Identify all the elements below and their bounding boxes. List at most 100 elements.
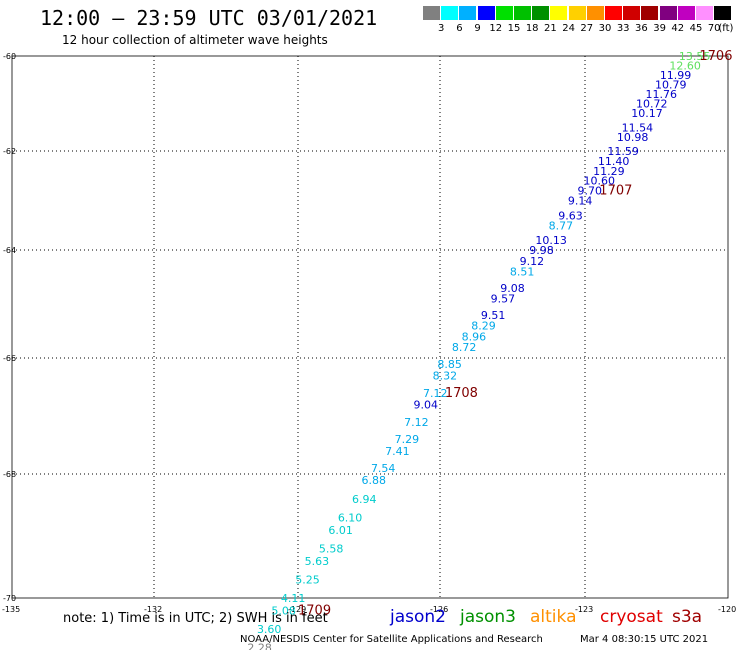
wave-height-value: 13.55: [679, 50, 711, 63]
wave-height-value: 6.88: [361, 474, 386, 487]
latitude-label: -66: [3, 354, 16, 363]
legend-level-label: 15: [507, 23, 521, 34]
legend-swatch: [459, 6, 477, 20]
map-frame: [11, 55, 729, 599]
wave-height-value: 8.77: [549, 219, 574, 232]
longitude-label: -129: [288, 605, 306, 614]
wave-height-value: 10.72: [636, 98, 668, 111]
time-marker: 1708: [445, 386, 478, 401]
legend-swatch: [441, 6, 459, 20]
legend-swatch: [714, 6, 732, 20]
wave-height-value: 11.29: [593, 165, 625, 178]
legend-swatch: [605, 6, 622, 20]
wave-height-value: 6.10: [338, 511, 363, 524]
legend-swatch: [659, 6, 677, 20]
legend-unit: (ft): [718, 23, 734, 34]
legend-swatch: [641, 6, 659, 20]
wave-height-value: 9.08: [500, 282, 525, 295]
legend-swatch: [477, 6, 495, 20]
legend-level-label: 9: [474, 23, 481, 34]
legend-swatch: [532, 6, 550, 20]
longitude-label: -132: [144, 605, 162, 614]
legend-level-label: 24: [562, 23, 575, 34]
wave-height-value: 9.98: [529, 244, 554, 257]
legend-swatch: [495, 6, 513, 20]
wave-height-value: 5.58: [319, 542, 344, 555]
satellite-jason3: jason3: [460, 607, 516, 627]
longitude-label: -126: [430, 605, 448, 614]
legend-level-label: 70: [707, 23, 721, 34]
wave-height-value: 5.08: [271, 604, 296, 617]
longitude-label: -135: [2, 605, 20, 614]
time-marker: 1706: [699, 49, 732, 64]
footer-note: note: 1) Time is in UTC; 2) SWH is in fe…: [63, 611, 328, 626]
legend-level-label: 18: [525, 23, 539, 34]
legend-level-label: 36: [635, 23, 648, 34]
wave-height-value: 6.01: [328, 524, 353, 537]
time-marker: 1707: [599, 184, 632, 199]
time-marker: 1709: [298, 603, 331, 618]
satellite-altika: altika: [530, 607, 577, 627]
wave-height-value: 9.12: [520, 255, 545, 268]
longitude-label: -120: [718, 605, 736, 614]
legend-level-label: 12: [489, 23, 503, 34]
wave-height-value: 10.17: [631, 107, 663, 120]
wave-height-value: 10.13: [535, 234, 567, 247]
latitude-label: -68: [3, 470, 16, 479]
credit-line: NOAA/NESDIS Center for Satellite Applica…: [240, 634, 543, 645]
legend-level-label: 33: [616, 23, 630, 34]
legend-level-label: 27: [580, 23, 594, 34]
wave-height-value: 4.11: [281, 592, 306, 605]
wave-height-value: 3.60: [257, 623, 282, 636]
legend-swatch: [586, 6, 604, 20]
legend-level-label: 42: [671, 23, 685, 34]
legend-level-label: 21: [544, 23, 557, 34]
wave-height-value: 12.60: [669, 60, 701, 73]
legend-level-label: 39: [653, 23, 666, 34]
wave-height-value: 10.98: [617, 131, 649, 144]
latitude-label: -62: [3, 147, 16, 156]
legend-swatch: [677, 6, 695, 20]
latitude-label: -70: [3, 594, 16, 603]
wave-height-value: 11.59: [607, 145, 639, 158]
generation-timestamp: Mar 4 08:30:15 UTC 2021: [580, 634, 709, 645]
wave-height-value: 7.29: [395, 433, 420, 446]
wave-height-value: 9.57: [491, 293, 516, 306]
satellite-jason2: jason2: [390, 607, 446, 627]
latitude-label: -64: [3, 246, 16, 255]
wave-height-value: 2.28: [247, 642, 272, 650]
legend-level-label: 3: [438, 23, 445, 34]
legend-swatch: [623, 6, 641, 20]
satellite-cryosat: cryosat: [600, 607, 663, 627]
wave-height-value: 11.40: [598, 155, 630, 168]
legend-swatch: [696, 6, 713, 20]
latitude-label: -60: [3, 52, 16, 61]
legend-level-label: 30: [598, 23, 612, 34]
satellite-s3a: s3a: [672, 607, 703, 627]
legend-swatch: [550, 6, 568, 20]
wave-height-value: 7.12: [404, 416, 429, 429]
wave-height-value: 8.85: [437, 358, 462, 371]
wave-height-value: 10.60: [584, 175, 616, 188]
wave-height-value: 6.94: [352, 493, 377, 506]
wave-height-value: 7.54: [371, 462, 396, 475]
longitude-label: -123: [575, 605, 593, 614]
wave-height-value: 9.51: [481, 309, 506, 322]
wave-height-value: 7.41: [385, 445, 410, 458]
legend-swatch: [568, 6, 586, 20]
wave-height-value: 8.32: [433, 369, 458, 382]
wave-height-value: 11.54: [622, 121, 654, 134]
wave-height-value: 11.99: [660, 69, 692, 82]
wave-height-value: 9.63: [558, 209, 583, 222]
wave-height-value: 9.70: [578, 185, 603, 198]
wave-height-value: 11.76: [646, 88, 678, 101]
wave-height-value: 9.14: [568, 195, 593, 208]
page-subtitle: 12 hour collection of altimeter wave hei…: [62, 33, 328, 47]
wave-height-value: 5.25: [295, 573, 320, 586]
legend-swatch: [514, 6, 531, 20]
wave-height-value: 8.72: [452, 341, 477, 354]
legend-swatch: [423, 6, 440, 20]
wave-height-value: 8.29: [471, 320, 496, 333]
wave-height-value: 9.04: [414, 398, 439, 411]
